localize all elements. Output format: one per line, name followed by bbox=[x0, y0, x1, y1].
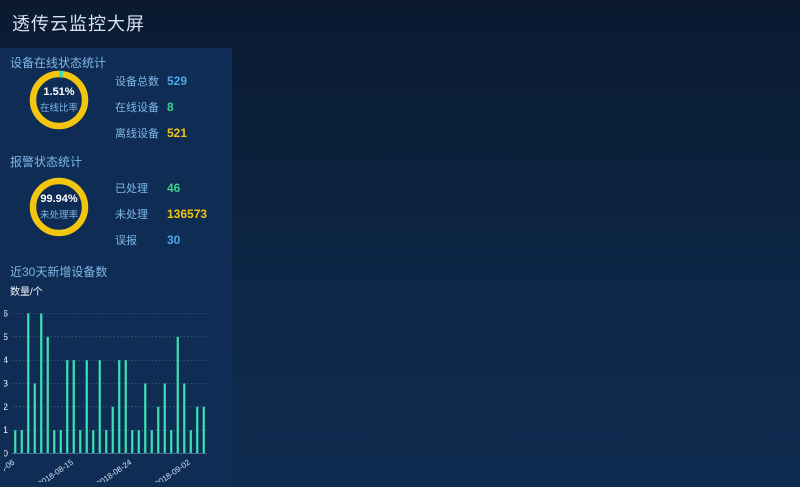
svg-text:2018-08-06: 2018-08-06 bbox=[4, 457, 17, 482]
svg-text:1: 1 bbox=[4, 425, 8, 435]
svg-text:0: 0 bbox=[4, 449, 8, 459]
svg-text:2: 2 bbox=[4, 402, 8, 412]
svg-text:2018-09-02: 2018-09-02 bbox=[153, 457, 192, 482]
svg-text:4: 4 bbox=[4, 355, 8, 365]
svg-text:6: 6 bbox=[4, 309, 8, 319]
svg-text:3: 3 bbox=[4, 379, 8, 389]
svg-text:2018-08-24: 2018-08-24 bbox=[95, 457, 134, 482]
svg-text:5: 5 bbox=[4, 332, 8, 342]
svg-text:2018-08-15: 2018-08-15 bbox=[36, 457, 75, 482]
